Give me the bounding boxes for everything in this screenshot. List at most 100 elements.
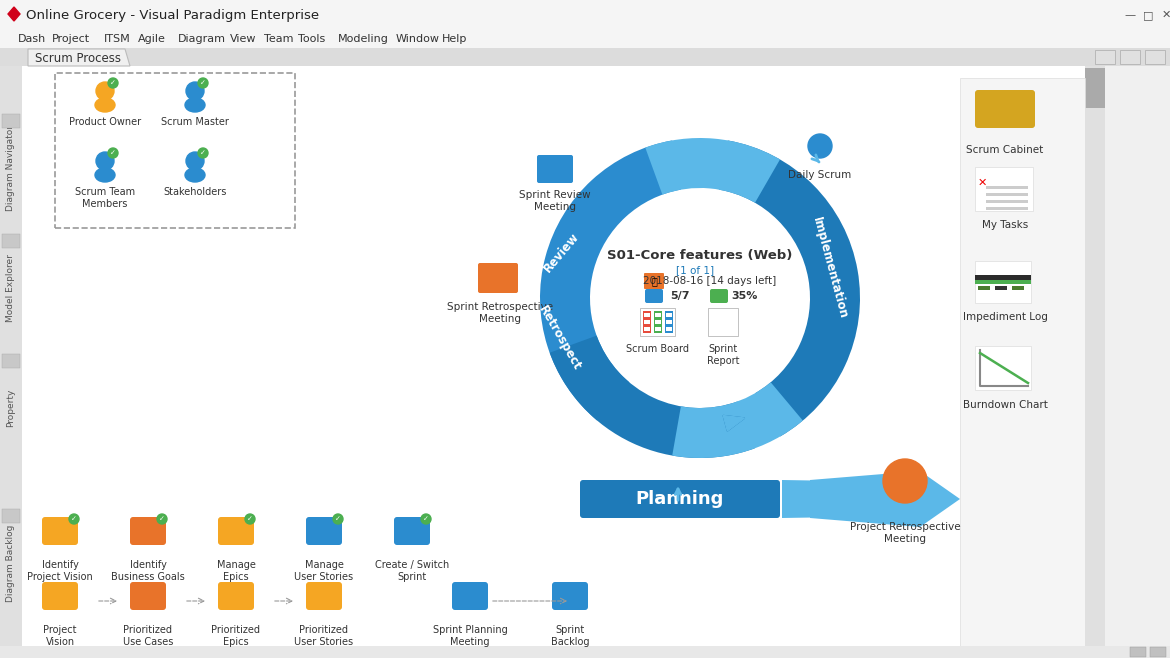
Wedge shape — [673, 382, 803, 458]
Text: Dash: Dash — [18, 34, 47, 44]
Circle shape — [421, 514, 431, 524]
Bar — [644, 320, 651, 324]
Text: Agile: Agile — [138, 34, 166, 44]
Bar — [666, 327, 672, 331]
Text: 35%: 35% — [731, 291, 758, 301]
Text: Identify
Project Vision: Identify Project Vision — [27, 560, 92, 582]
FancyBboxPatch shape — [645, 289, 663, 303]
Text: Modeling: Modeling — [338, 34, 388, 44]
Bar — [640, 308, 675, 336]
Circle shape — [198, 78, 208, 88]
FancyBboxPatch shape — [42, 517, 78, 545]
Bar — [1130, 647, 1145, 657]
FancyBboxPatch shape — [452, 582, 488, 610]
Text: Prioritized
User Stories: Prioritized User Stories — [295, 625, 353, 647]
Text: Manage
User Stories: Manage User Stories — [295, 560, 353, 582]
Bar — [644, 311, 651, 333]
Text: ✓: ✓ — [247, 516, 253, 522]
Text: Prioritized
Use Cases: Prioritized Use Cases — [123, 625, 173, 647]
Bar — [975, 275, 1031, 283]
Bar — [0, 646, 1170, 658]
Bar — [975, 280, 1031, 284]
Polygon shape — [28, 49, 130, 66]
Text: ✓: ✓ — [335, 516, 340, 522]
Circle shape — [69, 514, 80, 524]
Text: Scrum Team
Members: Scrum Team Members — [75, 187, 135, 209]
Circle shape — [186, 152, 204, 170]
Circle shape — [96, 152, 113, 170]
FancyBboxPatch shape — [130, 517, 166, 545]
Bar — [975, 346, 1031, 390]
Wedge shape — [541, 140, 681, 420]
Polygon shape — [723, 415, 744, 431]
Text: 2018-08-16 [14 days left]: 2018-08-16 [14 days left] — [644, 276, 777, 286]
Circle shape — [245, 514, 255, 524]
Bar — [986, 186, 1028, 189]
Text: Diagram Navigator: Diagram Navigator — [7, 125, 15, 211]
Text: ✓: ✓ — [200, 80, 206, 86]
Text: S01-Core features (Web): S01-Core features (Web) — [607, 249, 793, 263]
FancyBboxPatch shape — [394, 517, 431, 545]
Bar — [2, 114, 20, 128]
Text: View: View — [230, 34, 256, 44]
Circle shape — [96, 82, 113, 100]
Bar — [666, 320, 672, 324]
Text: ✓: ✓ — [71, 516, 77, 522]
Bar — [666, 313, 672, 317]
Text: Project
Vision: Project Vision — [43, 625, 77, 647]
FancyBboxPatch shape — [479, 263, 518, 293]
Text: Sprint
Report: Sprint Report — [707, 344, 739, 366]
Text: Project: Project — [51, 34, 90, 44]
Bar — [654, 311, 662, 333]
Text: Sprint Planning
Meeting: Sprint Planning Meeting — [433, 625, 508, 647]
Text: Daily Scrum: Daily Scrum — [789, 170, 852, 180]
Ellipse shape — [95, 168, 115, 182]
Text: Scrum Process: Scrum Process — [35, 51, 121, 64]
Bar — [708, 308, 738, 336]
Text: Diagram Backlog: Diagram Backlog — [7, 524, 15, 601]
Text: —: — — [1124, 10, 1136, 20]
Bar — [655, 313, 661, 317]
Text: Scrum Cabinet: Scrum Cabinet — [966, 145, 1044, 155]
Text: Retrospect: Retrospect — [536, 303, 584, 372]
Polygon shape — [8, 7, 20, 21]
Ellipse shape — [95, 98, 115, 112]
FancyBboxPatch shape — [975, 90, 1035, 128]
FancyBboxPatch shape — [552, 582, 589, 610]
Text: Planning: Planning — [635, 490, 724, 508]
Text: Identify
Business Goals: Identify Business Goals — [111, 560, 185, 582]
Text: ✓: ✓ — [159, 516, 165, 522]
FancyBboxPatch shape — [218, 582, 254, 610]
Bar — [0, 48, 1170, 66]
Text: ITSM: ITSM — [104, 34, 131, 44]
Text: ✓: ✓ — [424, 516, 429, 522]
Circle shape — [808, 134, 832, 158]
Text: Project Retrospective
Meeting: Project Retrospective Meeting — [849, 522, 961, 544]
Bar — [961, 78, 1085, 646]
Circle shape — [605, 203, 794, 393]
FancyBboxPatch shape — [307, 517, 342, 545]
Bar — [644, 313, 651, 317]
Text: Scrum Board: Scrum Board — [626, 344, 689, 354]
Text: Sprint Review
Meeting: Sprint Review Meeting — [519, 190, 591, 212]
Bar — [2, 234, 20, 248]
Text: Product Owner: Product Owner — [69, 117, 142, 127]
Text: Create / Switch
Sprint: Create / Switch Sprint — [374, 560, 449, 582]
Text: Scrum Master: Scrum Master — [161, 117, 229, 127]
Text: ✕: ✕ — [1162, 10, 1170, 20]
Bar — [975, 167, 1033, 211]
FancyBboxPatch shape — [710, 289, 728, 303]
Bar — [1012, 286, 1024, 290]
Text: ✓: ✓ — [110, 150, 116, 156]
Bar — [1150, 647, 1166, 657]
Bar — [986, 200, 1028, 203]
Bar — [975, 261, 1031, 303]
FancyBboxPatch shape — [644, 273, 665, 289]
Circle shape — [198, 148, 208, 158]
Circle shape — [186, 82, 204, 100]
Bar — [22, 646, 1085, 658]
Text: Burndown Chart: Burndown Chart — [963, 400, 1047, 410]
Text: Manage
Epics: Manage Epics — [216, 560, 255, 582]
Circle shape — [108, 78, 118, 88]
FancyBboxPatch shape — [218, 517, 254, 545]
